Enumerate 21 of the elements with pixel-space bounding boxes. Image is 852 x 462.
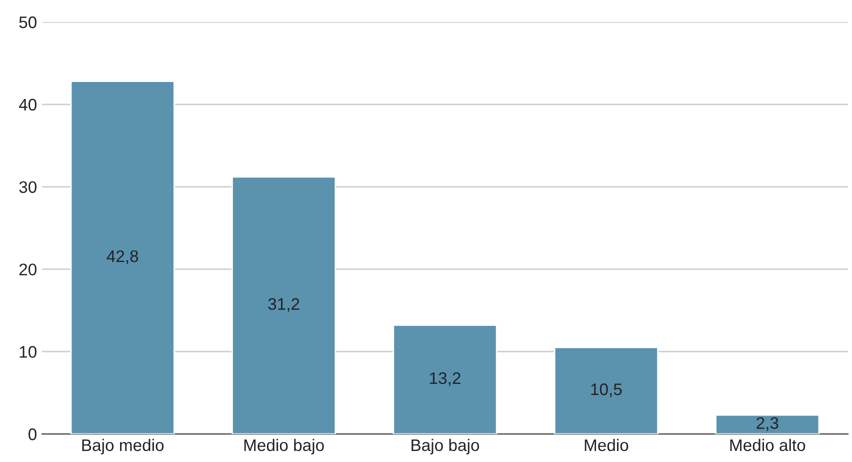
data-label: 13,2 (430, 372, 460, 386)
bar (70, 80, 175, 434)
y-tick-label: 20 (19, 264, 36, 276)
y-tick-label: 40 (18, 98, 36, 111)
bar (554, 346, 658, 434)
data-label: 2,3 (756, 417, 778, 431)
bar (392, 324, 498, 434)
x-tick-label: Medio alto (730, 438, 806, 452)
x-tick-label: Medio (584, 438, 628, 452)
y-tick-label: 30 (19, 181, 36, 194)
data-label: 10,5 (591, 383, 622, 398)
x-tick-label: Bajo bajo (412, 438, 480, 454)
y-tick-label: 0 (28, 428, 36, 440)
x-tick-label: Medio bajo (244, 438, 324, 454)
data-label: 42,8 (106, 250, 138, 264)
x-tick-label: Bajo medio (82, 438, 164, 454)
data-label: 31,2 (268, 298, 300, 312)
bar (715, 414, 820, 434)
y-tick-label: 10 (20, 346, 36, 358)
y-tick-label: 50 (19, 16, 36, 28)
bar (232, 176, 336, 434)
